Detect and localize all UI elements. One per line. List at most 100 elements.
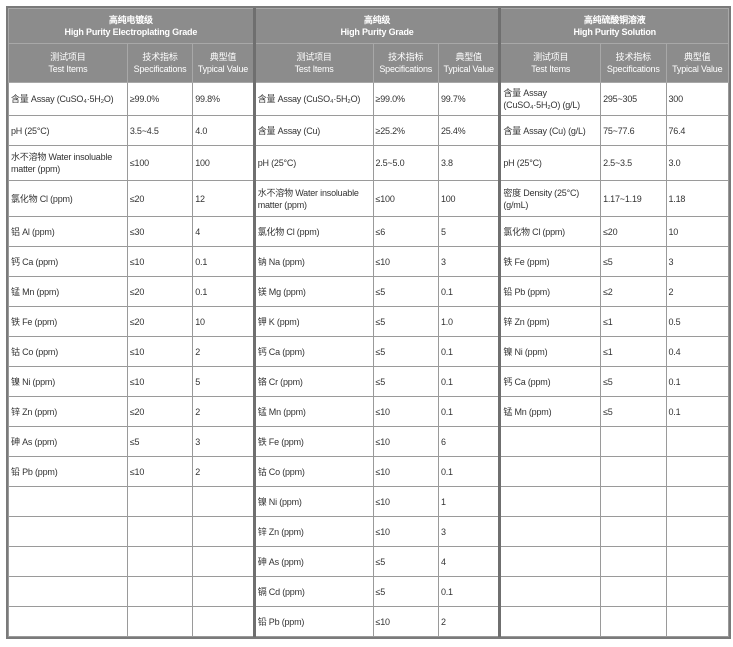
specification-cell: ≤1 xyxy=(600,336,667,367)
specification-cell xyxy=(600,606,667,637)
specification-cell: 75~77.6 xyxy=(600,115,667,146)
specification-cell xyxy=(600,516,667,547)
group-title-cn: 高纯硫酸铜溶液 xyxy=(583,15,646,25)
specification-cell: ≥25.2% xyxy=(372,115,439,146)
group-title-en: High Purity Grade xyxy=(340,27,414,37)
group-header-high-purity: 高纯级 High Purity Grade xyxy=(252,8,501,44)
specification-cell xyxy=(126,516,194,547)
typical-value-cell: 2 xyxy=(437,606,501,637)
typical-value-cell: 0.1 xyxy=(192,246,255,277)
test-item-cell: 氯化物 Cl (ppm) xyxy=(8,180,128,217)
table-row: 氯化物 Cl (ppm) ≤20 12 水不溶物 Water insoluable m… xyxy=(8,180,729,217)
table-row: 锌 Zn (ppm) ≤10 3 xyxy=(8,516,729,547)
typical-value-cell: 10 xyxy=(665,216,729,247)
specification-cell xyxy=(600,426,667,457)
group-title-cn: 高纯级 xyxy=(363,15,391,25)
specification-cell: ≤100 xyxy=(372,180,439,217)
column-header-test-items: 测试项目 Test Items xyxy=(252,43,374,83)
test-item-cell: 水不溶物 Water insoluable matter (ppm) xyxy=(252,180,374,217)
test-item-cell: 水不溶物 Water insoluable matter (ppm) xyxy=(8,145,128,181)
column-header-en: Specifications xyxy=(379,64,433,74)
test-item-cell xyxy=(8,516,128,547)
test-item-cell: pH (25°C) xyxy=(252,145,374,181)
specification-cell: ≤10 xyxy=(126,246,194,277)
specification-cell: 295~305 xyxy=(600,82,667,116)
specification-cell: ≤10 xyxy=(372,606,439,637)
specification-cell: 2.5~5.0 xyxy=(372,145,439,181)
column-header-specifications: 技术指标 Specifications xyxy=(600,43,667,83)
specification-cell: ≤5 xyxy=(600,366,667,397)
table-row: 砷 As (ppm) ≤5 4 xyxy=(8,546,729,577)
specification-cell: ≤10 xyxy=(126,456,194,487)
test-item-cell xyxy=(498,456,602,487)
specification-cell: 1.17~1.19 xyxy=(600,180,667,217)
test-item-cell: 镉 Cd (ppm) xyxy=(252,576,374,607)
group-header-electroplating: 高纯电镀级 High Purity Electroplating Grade xyxy=(8,8,255,44)
specification-cell: ≤10 xyxy=(372,246,439,277)
typical-value-cell: 0.1 xyxy=(437,576,501,607)
specification-cell: ≤30 xyxy=(126,216,194,247)
typical-value-cell: 0.5 xyxy=(665,306,729,337)
test-item-cell: 镁 Mg (ppm) xyxy=(252,276,374,307)
column-header-typical-value: 典型值 Typical Value xyxy=(665,43,729,83)
table-row: 砷 As (ppm) ≤5 3 铁 Fe (ppm) ≤10 6 xyxy=(8,426,729,457)
test-item-cell: pH (25°C) xyxy=(8,115,128,146)
table-row: 镍 Ni (ppm) ≤10 5 铬 Cr (ppm) ≤5 0.1 钙 Ca (ppm) ≤… xyxy=(8,366,729,397)
typical-value-cell xyxy=(665,426,729,457)
typical-value-cell xyxy=(192,576,255,607)
test-item-cell xyxy=(498,546,602,577)
specification-cell: ≤1 xyxy=(600,306,667,337)
specification-cell: ≤5 xyxy=(372,576,439,607)
column-header-en: Typical Value xyxy=(443,64,494,74)
specification-cell: ≤5 xyxy=(600,396,667,427)
typical-value-cell: 0.1 xyxy=(192,276,255,307)
specification-cell: ≤5 xyxy=(372,366,439,397)
typical-value-cell: 76.4 xyxy=(665,115,729,146)
test-item-cell: 含量 Assay (CuSO₄·5H₂O) xyxy=(252,82,374,116)
table-row: 锌 Zn (ppm) ≤20 2 锰 Mn (ppm) ≤10 0.1 锰 Mn (ppm)… xyxy=(8,396,729,427)
test-item-cell: 钙 Ca (ppm) xyxy=(252,336,374,367)
table-row: 铅 Pb (ppm) ≤10 2 xyxy=(8,606,729,637)
typical-value-cell: 99.7% xyxy=(437,82,501,116)
test-item-cell: 砷 As (ppm) xyxy=(252,546,374,577)
typical-value-cell: 2 xyxy=(192,396,255,427)
specification-cell: ≤10 xyxy=(372,426,439,457)
specification-cell: ≤2 xyxy=(600,276,667,307)
test-item-cell: 钙 Ca (ppm) xyxy=(498,366,602,397)
typical-value-cell xyxy=(665,606,729,637)
test-item-cell: 铝 Al (ppm) xyxy=(8,216,128,247)
test-item-cell: 含量 Assay (CuSO₄·5H₂O) (g/L) xyxy=(498,82,602,116)
specification-cell: ≤5 xyxy=(600,246,667,277)
typical-value-cell: 99.8% xyxy=(192,82,255,116)
table-row: 含量 Assay (CuSO₄·5H₂O) ≥99.0% 99.8% 含量 Assay… xyxy=(8,82,729,116)
column-header-en: Typical Value xyxy=(197,64,249,74)
spec-table-body: 含量 Assay (CuSO₄·5H₂O) ≥99.0% 99.8% 含量 Assay… xyxy=(8,82,729,637)
column-header-cn: 技术指标 xyxy=(388,52,424,62)
spec-table-container: 高纯电镀级 High Purity Electroplating Grade 高纯… xyxy=(6,6,731,639)
typical-value-cell: 0.1 xyxy=(437,336,501,367)
specification-cell: ≤5 xyxy=(372,336,439,367)
table-row: 铝 Al (ppm) ≤30 4 氯化物 Cl (ppm) ≤6 5 氯化物 Cl (ppm… xyxy=(8,216,729,247)
test-item-cell: 密度 Density (25°C) (g/mL) xyxy=(498,180,602,217)
typical-value-cell: 0.1 xyxy=(665,366,729,397)
typical-value-cell: 5 xyxy=(192,366,255,397)
column-header-specifications: 技术指标 Specifications xyxy=(372,43,439,83)
test-item-cell: 钴 Co (ppm) xyxy=(252,456,374,487)
table-row: 镉 Cd (ppm) ≤5 0.1 xyxy=(8,576,729,607)
column-header-cn: 典型值 xyxy=(209,52,237,62)
test-item-cell: pH (25°C) xyxy=(498,145,602,181)
column-header-en: Test Items xyxy=(48,64,88,74)
specification-cell: ≤5 xyxy=(372,306,439,337)
typical-value-cell: 25.4% xyxy=(437,115,501,146)
test-item-cell: 铁 Fe (ppm) xyxy=(498,246,602,277)
test-item-cell: 铅 Pb (ppm) xyxy=(8,456,128,487)
typical-value-cell xyxy=(665,486,729,517)
typical-value-cell: 1 xyxy=(437,486,501,517)
specification-cell: ≥99.0% xyxy=(372,82,439,116)
typical-value-cell: 0.1 xyxy=(665,396,729,427)
typical-value-cell: 12 xyxy=(192,180,255,217)
specification-cell: 3.5~4.5 xyxy=(126,115,194,146)
typical-value-cell: 100 xyxy=(437,180,501,217)
test-item-cell: 锌 Zn (ppm) xyxy=(252,516,374,547)
column-header-en: Test Items xyxy=(294,64,334,74)
